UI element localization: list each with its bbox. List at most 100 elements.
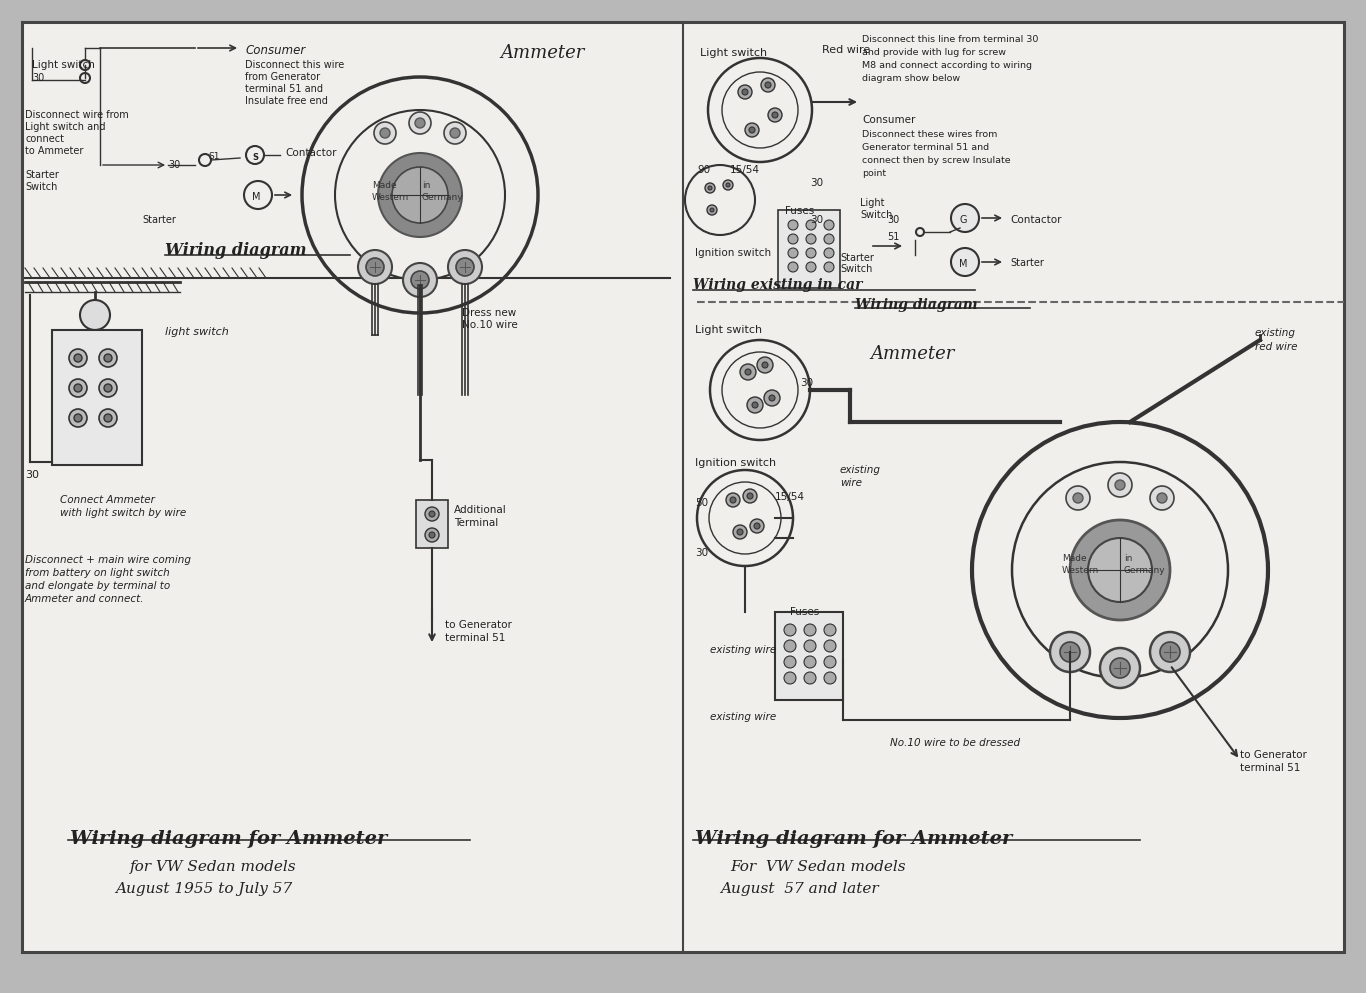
Circle shape: [411, 271, 429, 289]
Bar: [779, 210, 840, 288]
Circle shape: [824, 640, 836, 652]
Circle shape: [358, 250, 392, 284]
Text: existing wire: existing wire: [710, 645, 776, 655]
Circle shape: [788, 234, 798, 244]
Text: Disconnect these wires from: Disconnect these wires from: [862, 130, 997, 139]
Text: M: M: [251, 192, 261, 202]
Text: 15/54: 15/54: [729, 165, 759, 175]
Circle shape: [805, 656, 816, 668]
Text: 30: 30: [25, 470, 40, 480]
Text: 30: 30: [810, 178, 824, 188]
Text: Made: Made: [1061, 554, 1086, 563]
Text: to Ammeter: to Ammeter: [25, 146, 83, 156]
Circle shape: [392, 167, 448, 223]
Text: 30: 30: [887, 215, 899, 225]
Text: 30: 30: [810, 215, 824, 225]
Circle shape: [429, 532, 434, 538]
Text: red wire: red wire: [1255, 342, 1298, 352]
Circle shape: [824, 672, 836, 684]
Text: Starter: Starter: [1009, 258, 1044, 268]
Circle shape: [824, 234, 835, 244]
Text: Wiring existing in car: Wiring existing in car: [693, 278, 862, 292]
Circle shape: [1050, 632, 1090, 672]
Circle shape: [806, 262, 816, 272]
Bar: [52, 330, 142, 465]
Text: light switch: light switch: [165, 327, 228, 337]
Circle shape: [788, 262, 798, 272]
Circle shape: [749, 127, 755, 133]
Text: Light switch: Light switch: [31, 60, 94, 70]
Circle shape: [805, 624, 816, 636]
Text: Light switch: Light switch: [699, 48, 768, 58]
Circle shape: [70, 379, 87, 397]
Circle shape: [757, 357, 773, 373]
Circle shape: [1115, 480, 1126, 490]
Circle shape: [448, 250, 482, 284]
Text: and elongate by terminal to: and elongate by terminal to: [25, 581, 171, 591]
Circle shape: [1074, 493, 1083, 503]
Circle shape: [403, 263, 437, 297]
Circle shape: [772, 112, 779, 118]
Text: and provide with lug for screw: and provide with lug for screw: [862, 48, 1005, 57]
Circle shape: [764, 390, 780, 406]
Circle shape: [744, 369, 751, 375]
Text: from battery on light switch: from battery on light switch: [25, 568, 169, 578]
Circle shape: [425, 528, 438, 542]
Circle shape: [747, 493, 753, 499]
Text: Ignition switch: Ignition switch: [695, 248, 772, 258]
Circle shape: [705, 183, 714, 193]
Text: to Generator: to Generator: [1240, 750, 1307, 760]
Circle shape: [708, 205, 717, 215]
Circle shape: [1150, 632, 1190, 672]
Text: Germany: Germany: [1124, 566, 1165, 575]
Circle shape: [784, 640, 796, 652]
Circle shape: [408, 112, 432, 134]
Circle shape: [784, 672, 796, 684]
Circle shape: [246, 146, 264, 164]
Circle shape: [824, 248, 835, 258]
Text: Wiring diagram for Ammeter: Wiring diagram for Ammeter: [695, 830, 1012, 848]
Text: Connect Ammeter: Connect Ammeter: [60, 495, 154, 505]
Circle shape: [380, 128, 391, 138]
Circle shape: [824, 624, 836, 636]
Circle shape: [824, 262, 835, 272]
Circle shape: [750, 519, 764, 533]
Text: wire: wire: [840, 478, 862, 488]
Text: Starter: Starter: [840, 253, 874, 263]
Circle shape: [1160, 642, 1180, 662]
Text: for VW Sedan models: for VW Sedan models: [130, 860, 296, 874]
Text: Ignition switch: Ignition switch: [695, 458, 776, 468]
Circle shape: [425, 507, 438, 521]
Text: Western: Western: [1061, 566, 1100, 575]
Text: Consumer: Consumer: [245, 44, 305, 57]
Circle shape: [444, 122, 466, 144]
Text: No.10 wire to be dressed: No.10 wire to be dressed: [891, 738, 1020, 748]
Text: in: in: [422, 181, 430, 190]
Text: to Generator: to Generator: [445, 620, 512, 630]
Circle shape: [1060, 642, 1081, 662]
Circle shape: [951, 248, 979, 276]
Text: Switch: Switch: [861, 210, 892, 220]
Circle shape: [449, 128, 460, 138]
Text: G: G: [960, 215, 967, 225]
Circle shape: [104, 354, 112, 362]
Circle shape: [729, 497, 736, 503]
Circle shape: [74, 384, 82, 392]
Circle shape: [199, 154, 210, 166]
Circle shape: [98, 409, 117, 427]
Circle shape: [1065, 486, 1090, 510]
Text: Ammeter: Ammeter: [870, 345, 955, 363]
Circle shape: [788, 220, 798, 230]
Text: 30: 30: [695, 548, 708, 558]
Text: Light switch and: Light switch and: [25, 122, 105, 132]
Circle shape: [806, 220, 816, 230]
Text: terminal 51: terminal 51: [445, 633, 505, 643]
Text: M8 and connect according to wiring: M8 and connect according to wiring: [862, 61, 1031, 70]
Circle shape: [1070, 520, 1171, 620]
Text: Disconnect this wire: Disconnect this wire: [245, 60, 344, 70]
Text: existing: existing: [840, 465, 881, 475]
Text: Disconnect wire from: Disconnect wire from: [25, 110, 128, 120]
Text: Disconnect this line from terminal 30: Disconnect this line from terminal 30: [862, 35, 1038, 44]
Circle shape: [805, 640, 816, 652]
Circle shape: [761, 78, 775, 92]
